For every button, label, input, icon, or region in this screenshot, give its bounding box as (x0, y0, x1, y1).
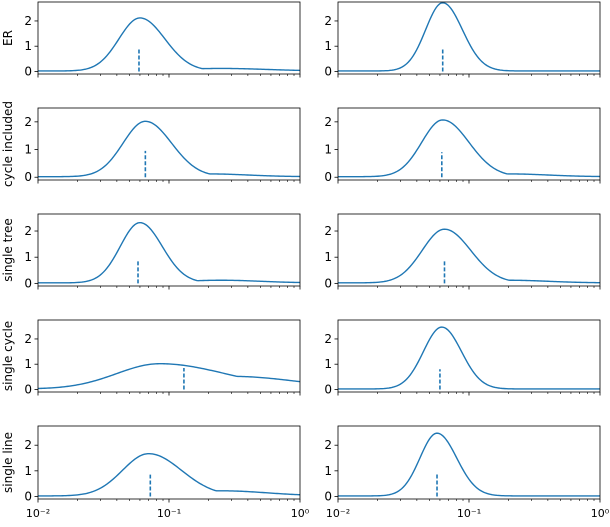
axes-frame (337, 425, 601, 500)
row-label: single cycle (1, 321, 15, 391)
x-tick-label: 10⁰ (291, 507, 310, 520)
y-tick-label: 1 (24, 39, 32, 53)
y-tick-label: 1 (24, 464, 32, 478)
x-tick-label: 10⁰ (591, 507, 610, 520)
axes-frame (37, 319, 301, 393)
axes-frame (37, 425, 301, 500)
row-label: single line (1, 432, 15, 493)
subplot-r4-c1: 0 1 2 10⁻² 10⁻¹ 10⁰ (324, 425, 610, 520)
subplot-r2-c1: 0 1 2 (324, 213, 601, 290)
density-curve (38, 120, 301, 178)
subplot-r3-c0: 0 1 2 single cycle (1, 319, 301, 396)
subplot-r4-c0: 0 1 2 10⁻² 10⁻¹ 10⁰ single line (1, 425, 310, 520)
y-tick-label: 0 (324, 170, 332, 184)
axes-frame (37, 213, 301, 287)
y-tick-label: 2 (324, 115, 332, 129)
y-tick-label: 0 (324, 64, 332, 78)
y-tick-label: 0 (24, 276, 32, 290)
density-curve (338, 326, 600, 390)
y-tick-label: 1 (324, 39, 332, 53)
density-curve (37, 363, 301, 390)
y-tick-label: 2 (24, 224, 32, 238)
y-tick-label: 2 (24, 115, 32, 129)
row-label: ER (1, 30, 15, 46)
density-curve (338, 432, 600, 497)
row-label: cycle included (1, 101, 15, 187)
subplot-r1-c0: 0 1 2 cycle included (1, 101, 301, 187)
y-tick-label: 1 (324, 143, 332, 157)
y-tick-label: 1 (24, 143, 32, 157)
subplot-r1-c1: 0 1 2 (324, 107, 601, 184)
y-tick-label: 0 (24, 64, 32, 78)
x-tick-label: 10⁻¹ (457, 507, 481, 520)
density-curve (38, 452, 301, 497)
y-tick-label: 2 (24, 332, 32, 346)
subplot-r2-c0: 0 1 2 single tree (1, 213, 301, 290)
x-tick-label: 10⁻² (26, 507, 50, 520)
y-tick-label: 2 (24, 14, 32, 28)
y-tick-label: 0 (324, 382, 332, 396)
y-tick-label: 0 (24, 489, 32, 503)
row-label: single tree (1, 218, 15, 281)
y-tick-label: 1 (324, 250, 332, 264)
y-tick-label: 2 (324, 224, 332, 238)
y-tick-label: 2 (324, 332, 332, 346)
subplot-r3-c1: 0 1 2 (324, 319, 601, 396)
y-tick-label: 0 (24, 382, 32, 396)
y-tick-label: 2 (324, 438, 332, 452)
subplot-r0-c1: 0 1 2 (324, 1, 601, 78)
y-tick-label: 0 (24, 170, 32, 184)
axes-frame (337, 107, 601, 181)
y-tick-label: 1 (24, 250, 32, 264)
axes-frame (37, 107, 301, 181)
y-tick-label: 2 (324, 14, 332, 28)
x-tick-label: 10⁻¹ (157, 507, 181, 520)
density-curve (38, 221, 301, 284)
axes-frame (337, 1, 601, 75)
x-tick-label: 10⁻² (326, 507, 350, 520)
axes-frame (37, 1, 301, 75)
y-tick-label: 2 (24, 438, 32, 452)
density-curve (38, 17, 301, 72)
density-curve (338, 2, 600, 72)
y-tick-label: 0 (324, 489, 332, 503)
y-tick-label: 1 (24, 357, 32, 371)
density-curve (338, 119, 601, 178)
subplot-r0-c0: 0 1 2 ER (1, 1, 301, 78)
density-curve (338, 228, 601, 284)
y-tick-label: 1 (324, 464, 332, 478)
y-tick-label: 0 (324, 276, 332, 290)
axes-frame (337, 213, 601, 287)
y-tick-label: 1 (324, 357, 332, 371)
axes-frame (337, 319, 601, 393)
